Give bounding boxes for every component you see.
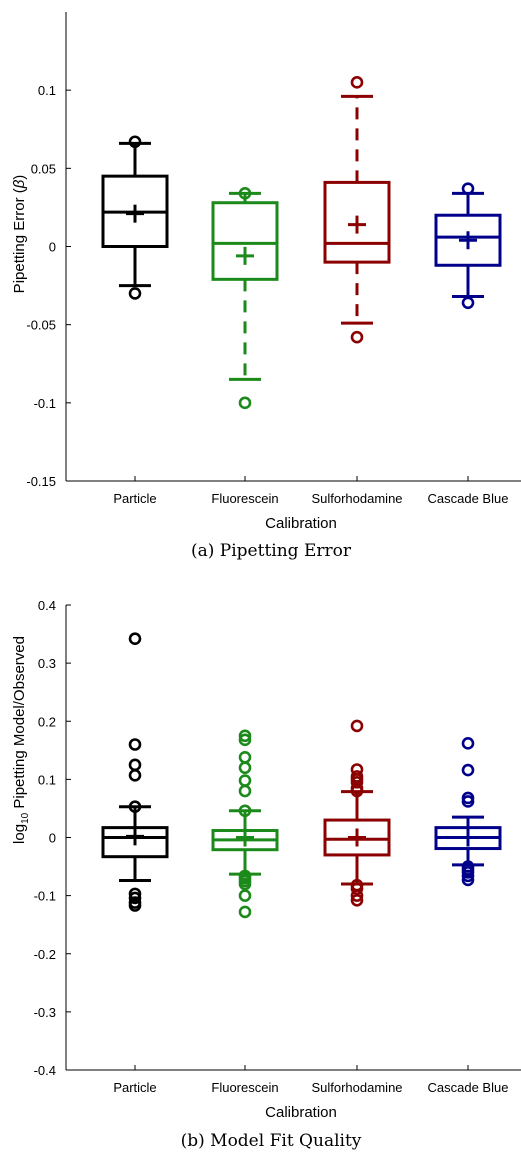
panel-a-y-axis-title-text: Pipetting Error ( bbox=[11, 188, 28, 293]
outlier-point bbox=[238, 889, 252, 902]
outlier-point bbox=[128, 769, 142, 782]
panel-a-y-tick-label: -0.1 bbox=[34, 396, 56, 411]
panel-a-y-tick-label: -0.05 bbox=[26, 318, 56, 333]
outlier-point bbox=[128, 800, 142, 813]
outlier-point bbox=[128, 891, 142, 905]
panel-a-x-tick-label: Sulforhodamine bbox=[311, 491, 402, 506]
outlier-point bbox=[238, 187, 252, 200]
panel-b-y-axis-title: log10 Pipetting Model/Observed bbox=[11, 636, 31, 844]
panel-a-pipetting-error: -0.15 -0.1 -0.05 0 0.05 0.1 Particle Fluorescei… bbox=[11, 12, 521, 561]
outlier-point bbox=[238, 750, 252, 764]
outlier-point bbox=[128, 738, 142, 751]
panel-b-model-fit-quality: -0.4 -0.3 -0.2 -0.1 0 0.1 0.2 0.3 0.4 Particle Flu… bbox=[11, 598, 521, 1151]
box-iqr bbox=[211, 201, 279, 281]
panel-a-y-axis-title-close: ) bbox=[11, 175, 28, 180]
panel-b-y-axis-title-rest: Pipetting Model/Observed bbox=[11, 636, 28, 813]
panel-b-x-tick-label: Sulforhodamine bbox=[311, 1080, 402, 1095]
outlier-point bbox=[238, 784, 252, 798]
outlier-point bbox=[128, 887, 142, 901]
panel-b-axes: -0.4 -0.3 -0.2 -0.1 0 0.1 0.2 0.3 0.4 Particle Flu… bbox=[34, 598, 521, 1095]
panel-b-box-particle bbox=[101, 632, 169, 912]
panel-a-x-tick-label: Fluorescein bbox=[211, 491, 278, 506]
outlier-point bbox=[238, 869, 252, 883]
panel-b-y-axis-title-subscript: 10 bbox=[20, 812, 31, 824]
panel-a-y-tick-label: 0 bbox=[49, 240, 56, 255]
outlier-point bbox=[461, 737, 475, 750]
panel-b-x-axis-title: Calibration bbox=[265, 1104, 337, 1121]
panel-a-box-sulforhodamine bbox=[323, 76, 391, 344]
outlier-point bbox=[238, 396, 252, 410]
panel-b-box-sulforhodamine bbox=[323, 719, 391, 907]
panel-b-boxes bbox=[101, 632, 502, 919]
panel-a-box-particle bbox=[101, 135, 169, 300]
panel-a-boxes bbox=[101, 76, 502, 410]
outlier-point bbox=[350, 719, 364, 733]
outlier-point bbox=[350, 76, 364, 89]
panel-b-y-axis-title-prefix: log bbox=[11, 824, 28, 844]
outlier-point bbox=[461, 296, 475, 310]
outlier-point bbox=[238, 804, 252, 818]
panel-b-x-tick-label: Fluorescein bbox=[211, 1080, 278, 1095]
outlier-point bbox=[461, 182, 475, 195]
panel-b-y-tick-label: 0 bbox=[49, 831, 56, 846]
panel-b-y-tick-label: 0.4 bbox=[38, 598, 56, 613]
outlier-point bbox=[461, 860, 475, 873]
outlier-point bbox=[128, 758, 142, 772]
outlier-point bbox=[128, 135, 142, 149]
panel-b-y-tick-label: 0.3 bbox=[38, 656, 56, 671]
outlier-point bbox=[238, 905, 252, 919]
outlier-point bbox=[238, 729, 252, 743]
panel-a-y-tick-label: -0.15 bbox=[26, 474, 56, 489]
panel-b-y-tick-label: -0.3 bbox=[34, 1005, 56, 1020]
panel-a-x-tick-label: Cascade Blue bbox=[428, 491, 509, 506]
panel-b-x-tick-label: Cascade Blue bbox=[428, 1080, 509, 1095]
panel-b-y-tick-label: -0.1 bbox=[34, 889, 56, 904]
outlier-point bbox=[128, 632, 142, 646]
outlier-point bbox=[350, 763, 364, 776]
box-iqr bbox=[323, 180, 391, 264]
box-iqr bbox=[434, 213, 502, 267]
box-iqr bbox=[323, 818, 391, 857]
panel-b-x-tick-label: Particle bbox=[113, 1080, 156, 1095]
outlier-point bbox=[461, 763, 475, 777]
panel-a-y-axis-title-beta: β bbox=[11, 179, 28, 189]
panel-a-x-axis-title: Calibration bbox=[265, 515, 337, 532]
panel-a-caption: (a) Pipetting Error bbox=[191, 541, 352, 561]
panel-b-y-tick-label: -0.4 bbox=[34, 1063, 56, 1078]
panel-b-box-fluorescein bbox=[211, 729, 279, 919]
panel-a-axes: -0.15 -0.1 -0.05 0 0.05 0.1 Particle Fluorescei… bbox=[26, 12, 521, 506]
panel-a-box-fluorescein bbox=[211, 187, 279, 410]
panel-a-y-tick-label: 0.1 bbox=[38, 83, 56, 98]
outlier-point bbox=[238, 774, 252, 787]
panel-b-caption: (b) Model Fit Quality bbox=[181, 1131, 362, 1151]
outlier-point bbox=[461, 791, 475, 805]
panel-b-y-tick-label: 0.2 bbox=[38, 714, 56, 729]
outlier-point bbox=[238, 761, 252, 775]
panel-a-y-tick-label: 0.05 bbox=[31, 161, 56, 176]
outlier-point bbox=[238, 733, 252, 747]
panel-a-x-tick-label: Particle bbox=[113, 491, 156, 506]
outlier-point bbox=[350, 770, 364, 783]
panel-b-y-tick-label: 0.1 bbox=[38, 772, 56, 787]
outlier-point bbox=[128, 287, 142, 300]
outlier-point bbox=[350, 330, 364, 344]
outlier-point bbox=[350, 878, 364, 892]
panel-a-y-axis-title: Pipetting Error (β) bbox=[11, 175, 28, 294]
panel-a-box-cascade-blue bbox=[434, 182, 502, 310]
panel-b-box-cascade-blue bbox=[434, 737, 502, 887]
panel-b-y-tick-label: -0.2 bbox=[34, 947, 56, 962]
outlier-point bbox=[350, 893, 364, 907]
